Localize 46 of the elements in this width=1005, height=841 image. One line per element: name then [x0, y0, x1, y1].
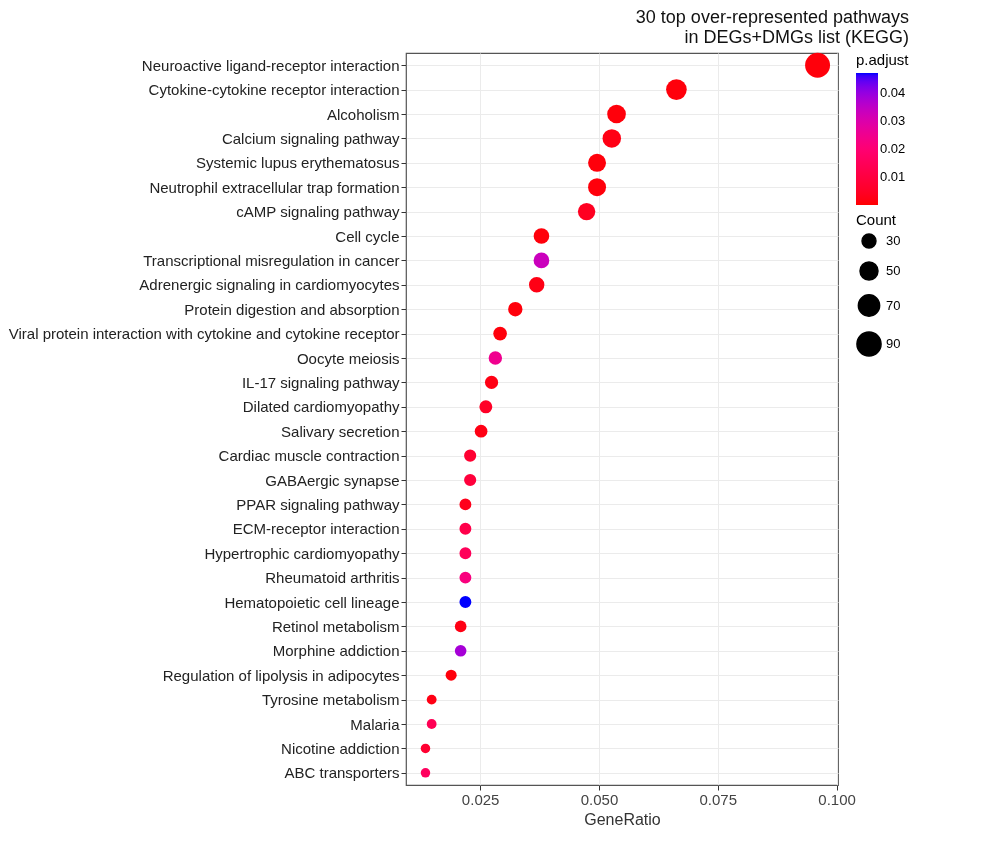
x-axis-title: GeneRatio [584, 810, 661, 828]
y-tick-label: Viral protein interaction with cytokine and cytokine receptor [8, 325, 400, 343]
y-tick-label: Regulation of lipolysis in adipocytes [162, 666, 400, 684]
legend-label: 70 [886, 297, 901, 313]
color-bar-label: 0.01 [880, 168, 906, 184]
y-tick-label: IL-17 signaling pathway [241, 373, 400, 391]
y-tick-label: PPAR signaling pathway [236, 495, 400, 513]
color-bar-label: 0.04 [880, 84, 906, 100]
y-tick-label: Calcium signaling pathway [221, 129, 400, 147]
color-bar-title: p.adjust [856, 51, 910, 68]
y-tick-label: Transcriptional misregulation in cancer [143, 251, 400, 269]
x-tick-label: 0.100 [818, 790, 856, 808]
y-tick-label: Dilated cardiomyopathy [242, 398, 400, 416]
y-tick-label: Systemic lupus erythematosus [196, 154, 400, 172]
y-tick-label: Malaria [350, 715, 401, 733]
y-tick-label: Oocyte meiosis [296, 349, 400, 367]
y-tick-label: ABC transporters [284, 764, 400, 782]
y-tick-label: Protein digestion and absorption [184, 300, 400, 318]
legend-label: 50 [886, 263, 901, 278]
y-tick-label: Salivary secretion [281, 422, 400, 440]
color-bar-label: 0.03 [880, 112, 906, 128]
y-tick-label: cAMP signaling pathway [236, 203, 400, 221]
y-tick-label: Neutrophil extracellular trap formation [149, 178, 400, 196]
x-tick-label: 0.025 [461, 790, 500, 808]
color-bar-label: 0.02 [880, 140, 906, 156]
y-tick-label: Morphine addiction [272, 642, 400, 660]
y-tick-label: Retinol metabolism [271, 617, 400, 635]
y-tick-label: Hypertrophic cardiomyopathy [204, 544, 400, 562]
y-tick-label: Nicotine addiction [281, 739, 400, 757]
y-tick-label: Neuroactive ligand-receptor interaction [141, 56, 400, 74]
y-tick-label: Cell cycle [335, 227, 400, 245]
legend-title: Count [856, 211, 897, 228]
chart-title: 30 top over-represented pathways in DEGs+DMGs list (KEGG) [635, 6, 909, 47]
x-tick-label: 0.075 [699, 790, 738, 808]
y-tick-label: ECM-receptor interaction [232, 520, 400, 538]
legend-label: 30 [886, 233, 901, 248]
legend-label: 90 [886, 336, 901, 351]
y-tick-label: Tyrosine metabolism [261, 691, 400, 709]
y-tick-label: GABAergic synapse [265, 471, 400, 489]
y-tick-label: Adrenergic signaling in cardiomyocytes [139, 276, 400, 294]
y-tick-label: Alcoholism [326, 105, 400, 123]
x-tick-label: 0.050 [580, 790, 619, 808]
y-tick-label: Cytokine-cytokine receptor interaction [148, 81, 400, 99]
y-tick-label: Rheumatoid arthritis [265, 569, 400, 587]
y-tick-label: Cardiac muscle contraction [218, 447, 400, 465]
y-tick-label: Hematopoietic cell lineage [224, 593, 400, 611]
